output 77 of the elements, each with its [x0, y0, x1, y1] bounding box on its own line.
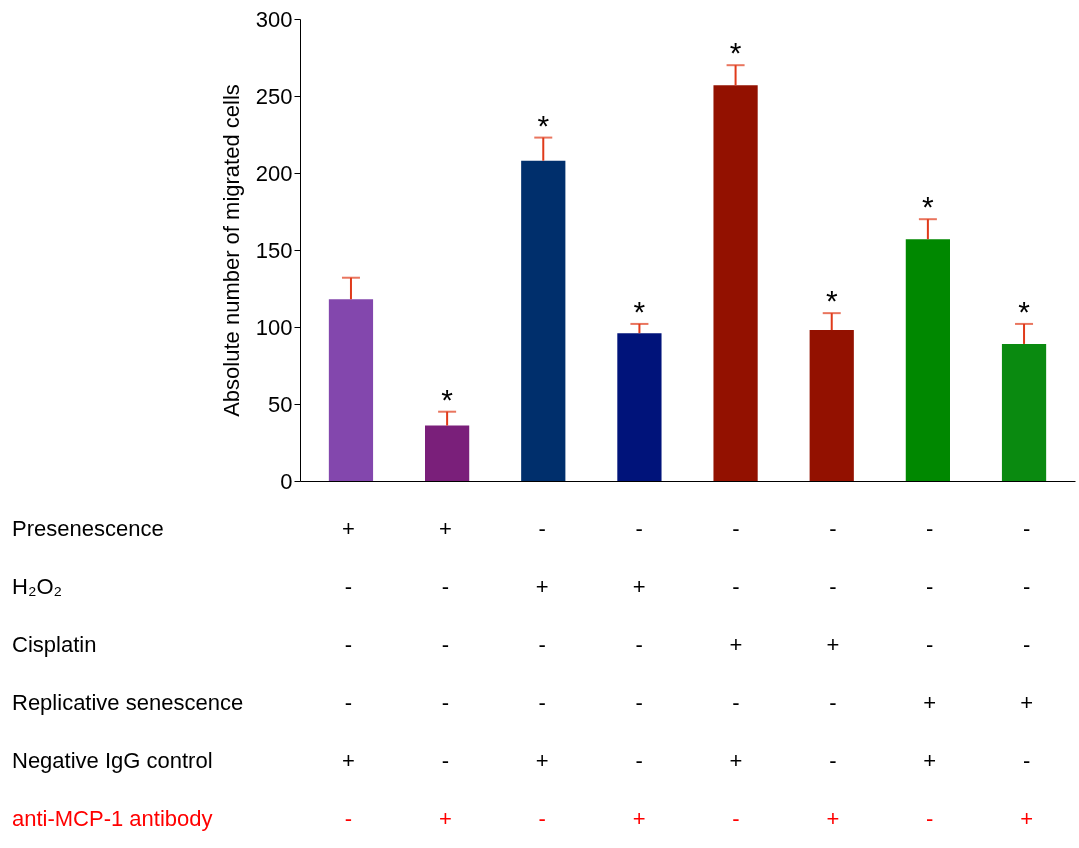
text: - — [538, 690, 546, 715]
text: + — [923, 748, 937, 773]
text: + — [535, 748, 549, 773]
text: + — [438, 806, 452, 831]
text: Replicative senescence — [12, 690, 244, 715]
text: + — [1020, 806, 1033, 831]
y-tick-label: 50 — [268, 391, 293, 417]
data-label: * — [825, 284, 838, 318]
text: - — [829, 690, 837, 715]
bar — [713, 85, 758, 481]
data-label: * — [922, 190, 935, 224]
text: - — [344, 806, 353, 831]
bar — [905, 239, 950, 481]
y-tick-label: 200 — [255, 160, 293, 186]
text: - — [926, 806, 934, 831]
text: - — [926, 632, 934, 657]
text: - — [732, 574, 740, 599]
text: - — [441, 690, 449, 715]
text: anti-MCP-1 antibody — [12, 806, 213, 831]
text: Negative IgG control — [12, 748, 213, 773]
text: - — [538, 806, 546, 831]
text: - — [926, 516, 934, 541]
text: + — [826, 632, 840, 657]
text: + — [729, 748, 743, 773]
text: - — [1022, 516, 1031, 541]
bar — [1001, 343, 1047, 481]
text: - — [344, 690, 353, 715]
bar — [521, 160, 566, 481]
text: - — [344, 632, 353, 657]
text: - — [926, 574, 934, 599]
text: + — [438, 516, 452, 541]
data-label: * — [1018, 294, 1031, 328]
text: - — [635, 690, 643, 715]
data-label: * — [633, 294, 646, 328]
text: + — [923, 690, 937, 715]
y-tick-label: 100 — [255, 314, 293, 340]
y-tick-label: 150 — [255, 237, 293, 263]
y-tick-label: 250 — [255, 83, 293, 109]
text: + — [632, 574, 646, 599]
text: Presenescence — [12, 516, 164, 541]
y-axis-title: Absolute number of migrated cells — [218, 84, 244, 417]
bar — [809, 330, 854, 481]
text: - — [1022, 748, 1031, 773]
text: Cisplatin — [12, 632, 97, 657]
text: - — [732, 690, 740, 715]
text: - — [344, 574, 353, 599]
text: + — [342, 516, 355, 541]
text: - — [441, 574, 449, 599]
text: - — [829, 574, 837, 599]
text: + — [632, 806, 646, 831]
text: - — [829, 516, 837, 541]
text: - — [441, 748, 449, 773]
y-tick-label: 0 — [280, 468, 293, 494]
text: + — [826, 806, 840, 831]
text: + — [342, 748, 355, 773]
text: - — [829, 748, 837, 773]
text: - — [538, 632, 546, 657]
text: - — [732, 806, 740, 831]
text: - — [441, 632, 449, 657]
data-label: * — [537, 108, 550, 142]
text: - — [1022, 574, 1031, 599]
text: + — [729, 632, 743, 657]
data-label: * — [729, 36, 742, 70]
text: - — [635, 516, 643, 541]
text: - — [538, 516, 546, 541]
bar — [328, 299, 374, 481]
bar — [425, 425, 470, 481]
text: + — [535, 574, 549, 599]
text: - — [1022, 632, 1031, 657]
text: - — [635, 632, 643, 657]
y-tick-label: 300 — [255, 6, 293, 32]
text: H₂O₂ — [12, 574, 63, 599]
text: + — [1020, 690, 1033, 715]
data-label: * — [441, 382, 454, 416]
bar — [617, 333, 662, 481]
text: - — [635, 748, 643, 773]
text: - — [732, 516, 740, 541]
